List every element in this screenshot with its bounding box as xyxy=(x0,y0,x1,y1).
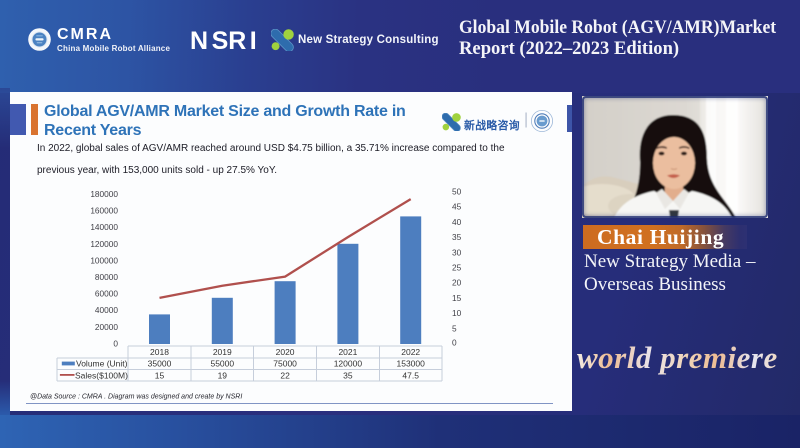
svg-text:Volume (Unit): Volume (Unit) xyxy=(76,359,128,369)
svg-text:40: 40 xyxy=(452,217,462,227)
svg-text:30: 30 xyxy=(452,247,462,257)
svg-text:180000: 180000 xyxy=(90,189,118,199)
svg-text:35: 35 xyxy=(452,232,462,242)
svg-text:153000: 153000 xyxy=(397,359,426,369)
svg-text:100000: 100000 xyxy=(90,255,118,265)
svg-text:80000: 80000 xyxy=(95,272,118,282)
svg-text:160000: 160000 xyxy=(90,206,118,216)
svg-text:2020: 2020 xyxy=(276,347,295,357)
svg-text:120000: 120000 xyxy=(334,359,363,369)
svg-text:140000: 140000 xyxy=(90,222,118,232)
svg-text:5: 5 xyxy=(452,323,457,333)
svg-text:0: 0 xyxy=(452,338,457,348)
svg-text:@Data Source : CMRA . Diagram: @Data Source : CMRA . Diagram was design… xyxy=(30,394,242,401)
svg-text:10: 10 xyxy=(452,308,462,318)
svg-text:15: 15 xyxy=(155,370,165,380)
svg-text:120000: 120000 xyxy=(90,239,118,249)
svg-text:Sales($100M): Sales($100M) xyxy=(75,370,128,380)
svg-text:75000: 75000 xyxy=(273,359,297,369)
svg-text:40000: 40000 xyxy=(95,305,118,315)
svg-text:2022: 2022 xyxy=(401,347,420,357)
svg-text:20000: 20000 xyxy=(95,322,118,332)
svg-text:47.5: 47.5 xyxy=(402,370,419,380)
svg-text:35000: 35000 xyxy=(148,359,172,369)
svg-text:19: 19 xyxy=(218,370,228,380)
svg-text:2021: 2021 xyxy=(338,347,357,357)
svg-text:50: 50 xyxy=(452,187,462,197)
svg-text:60000: 60000 xyxy=(95,289,118,299)
svg-text:15: 15 xyxy=(452,293,462,303)
svg-text:20: 20 xyxy=(452,278,462,288)
svg-text:2018: 2018 xyxy=(150,347,169,357)
svg-text:45: 45 xyxy=(452,202,462,212)
svg-text:35: 35 xyxy=(343,370,353,380)
svg-text:25: 25 xyxy=(452,263,462,273)
svg-text:2019: 2019 xyxy=(213,347,232,357)
svg-text:22: 22 xyxy=(280,370,290,380)
svg-text:55000: 55000 xyxy=(210,359,234,369)
svg-text:0: 0 xyxy=(113,338,118,348)
